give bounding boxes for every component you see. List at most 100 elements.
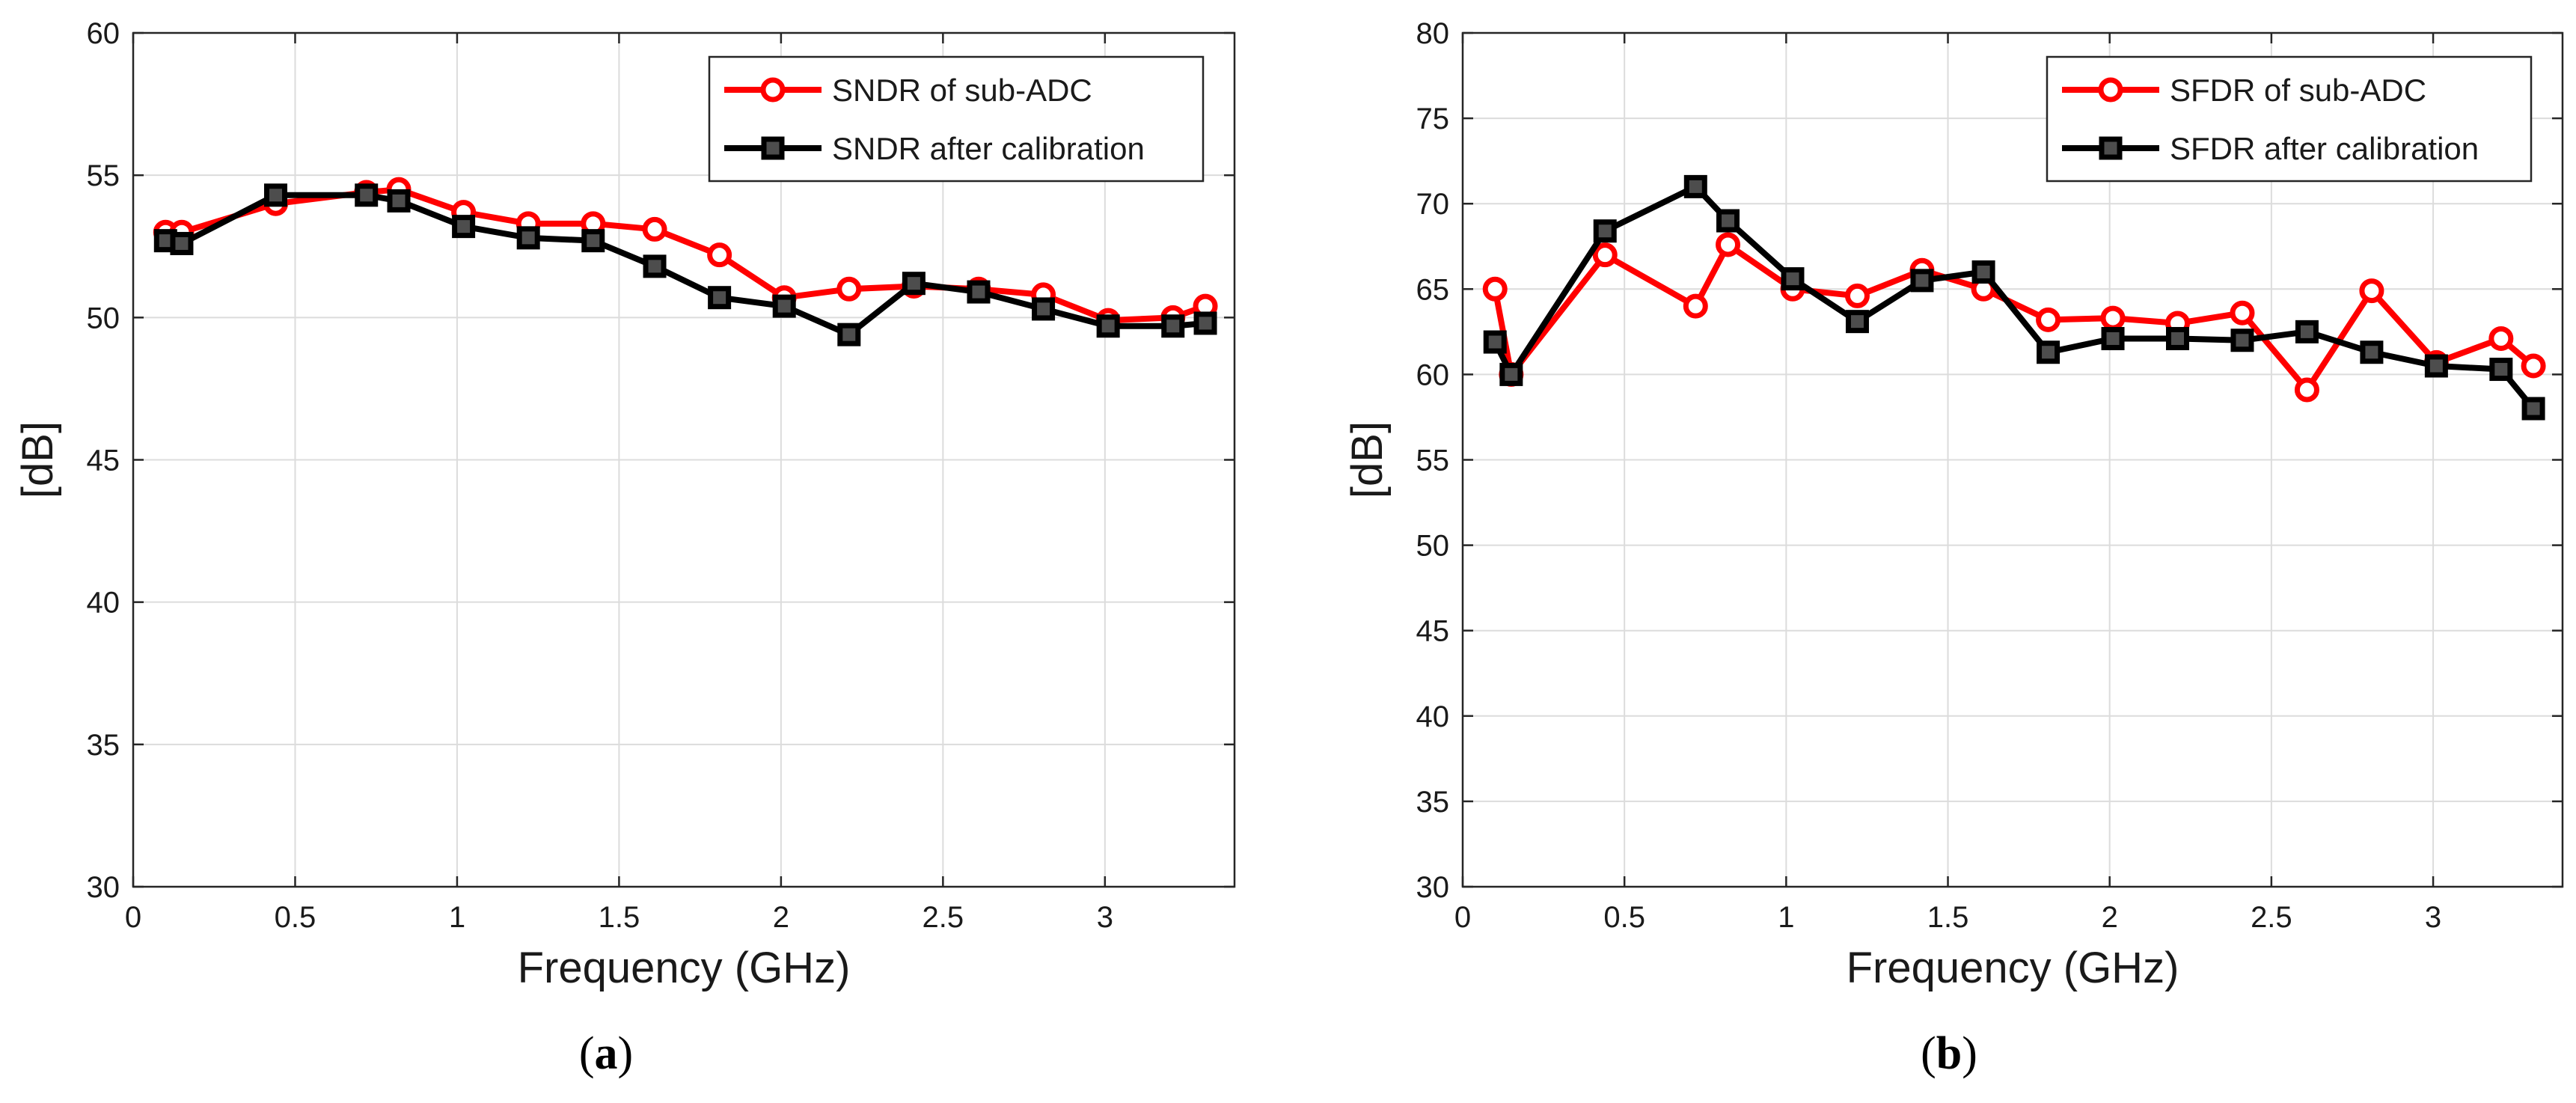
data-point: [1971, 260, 1995, 284]
data-point: [581, 229, 605, 253]
panel-label: (b): [1921, 1028, 1977, 1079]
x-tick-label: 3: [1097, 901, 1113, 934]
x-axis-title: Frequency (GHz): [518, 944, 851, 992]
data-point: [837, 323, 861, 346]
data-point: [1592, 242, 1618, 268]
data-point: [2101, 326, 2125, 350]
data-point: [2488, 326, 2514, 351]
legend-label: SFDR after calibration: [2170, 131, 2479, 166]
data-point: [1683, 174, 1707, 198]
y-tick-label: 80: [1416, 17, 1450, 50]
y-tick-label: 55: [87, 159, 120, 192]
data-point: [2230, 300, 2255, 326]
data-point: [967, 280, 991, 304]
data-point: [2166, 326, 2189, 350]
legend: SFDR of sub-ADC SFDR after calibration: [2046, 55, 2533, 183]
y-tick-label: 45: [1416, 615, 1450, 648]
legend: SNDR of sub-ADC SNDR after calibration: [708, 55, 1205, 183]
y-tick-label: 30: [1416, 871, 1450, 904]
data-point: [2295, 320, 2319, 343]
x-tick-label: 2: [773, 901, 789, 934]
data-point: [1482, 276, 1508, 302]
legend-label: SFDR of sub-ADC: [2170, 73, 2426, 108]
x-axis-title: Frequency (GHz): [1847, 944, 2179, 992]
x-tick-label: 1.5: [599, 901, 640, 934]
legend-box: [2046, 55, 2533, 183]
y-tick-label: 30: [87, 871, 120, 904]
legend-label: SNDR of sub-ADC: [832, 73, 1092, 108]
data-point: [2036, 307, 2061, 332]
data-point: [643, 254, 667, 278]
chart-panel-a: 0 0.5 1 1.5 2 2.5 3 30 35 40 45 50 55 60 Frequency (GH…: [13, 17, 1236, 1079]
x-tick-label: 0.5: [1603, 901, 1645, 934]
data-point: [1716, 232, 1741, 257]
data-point: [2489, 358, 2513, 382]
data-point: [355, 183, 379, 207]
data-point: [1096, 314, 1120, 338]
y-tick-label: 35: [87, 729, 120, 762]
data-point: [1193, 311, 1217, 335]
panel-label: (a): [579, 1028, 633, 1079]
data-point: [836, 276, 862, 302]
x-tick-label: 0: [1454, 901, 1471, 934]
y-tick-label: 60: [87, 17, 120, 50]
data-point: [2424, 354, 2448, 378]
legend-marker-circle: [760, 77, 786, 103]
series-square: [153, 183, 1217, 346]
data-point: [2230, 329, 2254, 352]
y-tick-label: 75: [1416, 103, 1450, 135]
data-point: [707, 242, 732, 268]
data-point: [2294, 377, 2319, 403]
data-point: [1499, 362, 1523, 386]
legend-box: [708, 55, 1205, 183]
data-point: [2360, 340, 2384, 364]
data-point: [2359, 278, 2384, 304]
data-point: [1910, 269, 1934, 293]
x-tick-label: 3: [2425, 901, 2441, 934]
x-tick-label: 2: [2102, 901, 2118, 934]
data-point: [2521, 353, 2546, 379]
x-tick-label: 1.5: [1927, 901, 1969, 934]
y-tick-label: 50: [87, 302, 120, 334]
legend-marker-circle: [2098, 77, 2123, 103]
x-tick-label: 1: [449, 901, 465, 934]
legend-marker-square: [761, 136, 785, 160]
x-tick-label: 2.5: [923, 901, 964, 934]
data-point: [2037, 340, 2061, 364]
data-point: [1032, 297, 1056, 321]
y-tick-label: 60: [1416, 358, 1450, 391]
y-tick-label: 40: [1416, 700, 1450, 733]
data-point: [708, 286, 732, 310]
data-point: [2100, 305, 2126, 331]
x-tick-label: 2.5: [2251, 901, 2292, 934]
data-point: [772, 294, 796, 318]
y-tick-label: 40: [87, 587, 120, 620]
y-axis-title: [dB]: [1343, 421, 1392, 498]
y-tick-label: 35: [1416, 786, 1450, 819]
data-point: [2521, 397, 2545, 421]
y-axis-title: [dB]: [13, 421, 62, 498]
x-tick-label: 1: [1778, 901, 1794, 934]
data-point: [387, 189, 411, 213]
data-point: [1683, 293, 1708, 319]
y-tick-label: 50: [1416, 530, 1450, 563]
data-point: [1845, 310, 1869, 334]
data-point: [1716, 209, 1740, 233]
legend-marker-square: [2099, 136, 2123, 160]
data-point: [902, 272, 926, 296]
data-point: [516, 226, 540, 250]
data-point: [170, 231, 194, 255]
x-tick-label: 0: [125, 901, 141, 934]
series-square: [1483, 174, 2545, 421]
data-point: [1161, 314, 1185, 338]
y-tick-label: 70: [1416, 188, 1450, 221]
x-tick-label: 0.5: [275, 901, 316, 934]
y-tick-label: 45: [87, 444, 120, 477]
legend-label: SNDR after calibration: [832, 131, 1145, 166]
series-line: [1492, 241, 2536, 393]
data-point: [1781, 267, 1805, 291]
y-tick-label: 65: [1416, 273, 1450, 306]
data-point: [263, 183, 287, 207]
chart-panel-b: 0 0.5 1 1.5 2 2.5 3 30 35 40 45 50 55 60 65 70 75 80 Frequ…: [1343, 17, 2564, 1079]
